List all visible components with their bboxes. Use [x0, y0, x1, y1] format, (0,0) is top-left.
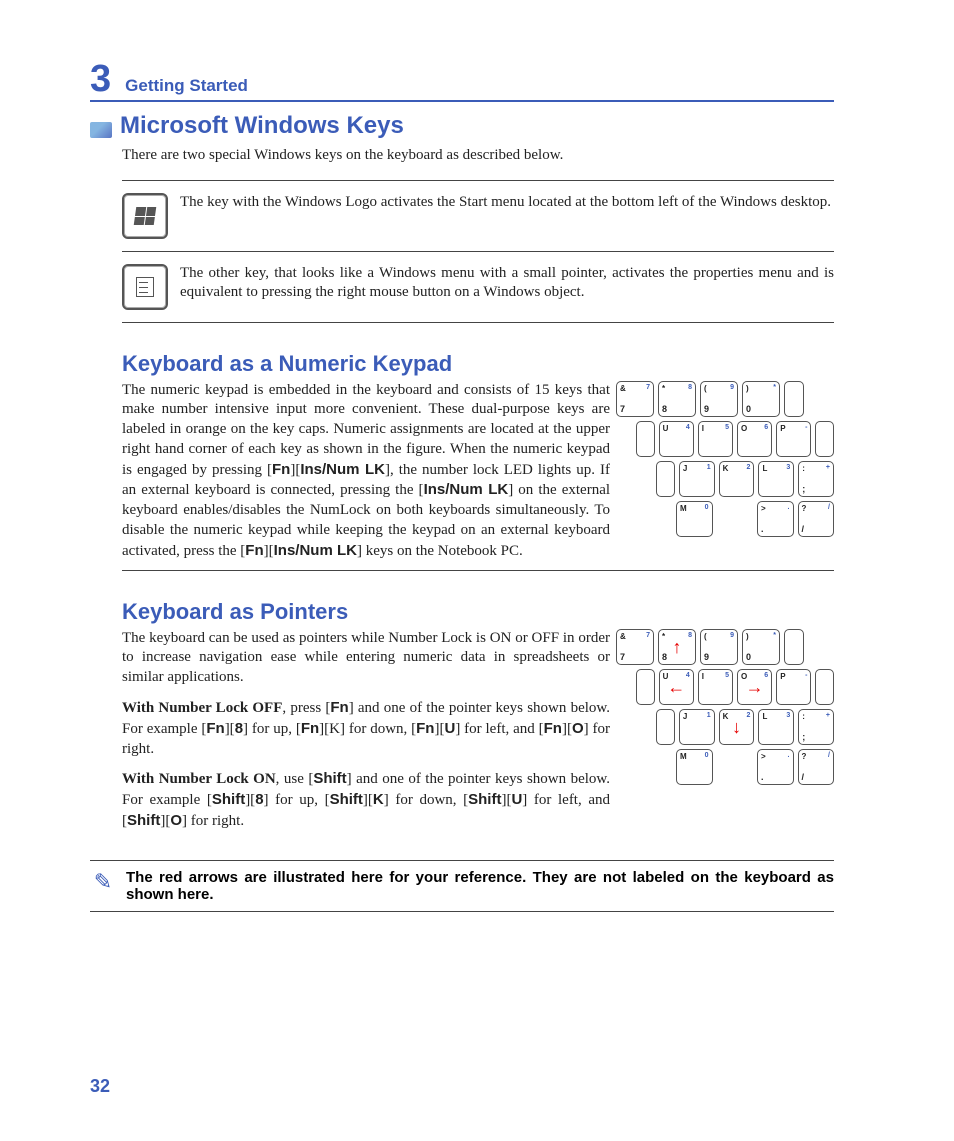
keypad-key: *88 — [658, 381, 696, 417]
keypad-key: ?// — [798, 501, 835, 537]
keypad-key: P- — [776, 669, 811, 705]
menu-key-icon — [122, 264, 168, 310]
keypad-key: J1 — [679, 461, 715, 497]
keypad-key: U4 — [659, 421, 694, 457]
arrow-down-icon: ↓ — [732, 718, 741, 736]
keypad-key: >.. — [757, 501, 794, 537]
menu-key-text: The other key, that looks like a Windows… — [180, 264, 834, 303]
keypad-key: I5 — [698, 421, 733, 457]
keypad-key: U4← — [659, 669, 694, 705]
keypad-key: :;+ — [798, 709, 834, 745]
section-heading-numeric-keypad: Keyboard as a Numeric Keypad — [122, 351, 834, 377]
section2-paragraph: The numeric keypad is embedded in the ke… — [122, 382, 610, 559]
keypad-key: )0* — [742, 629, 780, 665]
keypad-key: *88↑ — [658, 629, 696, 665]
windows-logo-key-text: The key with the Windows Logo activates … — [180, 193, 834, 213]
arrow-right-icon: → — [746, 678, 764, 696]
rule — [122, 180, 834, 181]
page-number: 32 — [90, 1076, 110, 1097]
keypad-key-partial — [815, 421, 834, 457]
section-bullet-icon — [90, 122, 112, 138]
arrow-up-icon: ↑ — [673, 638, 682, 656]
rule — [122, 251, 834, 252]
keypad-key: ?// — [798, 749, 835, 785]
keypad-key-partial — [784, 629, 804, 665]
keypad-key: P- — [776, 421, 811, 457]
section3-text: The keyboard can be used as pointers whi… — [122, 629, 610, 842]
page: 3 Getting Started Microsoft Windows Keys… — [0, 0, 954, 1141]
note-box: ✎ The red arrows are illustrated here fo… — [90, 860, 834, 912]
note-icon: ✎ — [90, 869, 116, 903]
keypad-key-partial — [656, 461, 675, 497]
keypad-key: O6→ — [737, 669, 772, 705]
section-title: Microsoft Windows Keys — [120, 112, 404, 140]
section2-body: The numeric keypad is embedded in the ke… — [122, 381, 834, 562]
keypad-key: M0 — [676, 501, 713, 537]
keypad-key: )0* — [742, 381, 780, 417]
windows-logo-key-row: The key with the Windows Logo activates … — [122, 193, 834, 239]
menu-key-row: The other key, that looks like a Windows… — [122, 264, 834, 310]
section3-p1: The keyboard can be used as pointers whi… — [122, 629, 610, 688]
section3-p2: With Number Lock OFF, press [Fn] and one… — [122, 698, 610, 759]
keypad-key: K2 — [719, 461, 755, 497]
section2-text: The numeric keypad is embedded in the ke… — [122, 381, 610, 562]
section3-p3: With Number Lock ON, use [Shift] and one… — [122, 769, 610, 831]
keypad-key: (99 — [700, 629, 738, 665]
note-text: The red arrows are illustrated here for … — [126, 869, 834, 903]
section1-intro: There are two special Windows keys on th… — [122, 146, 834, 166]
keypad-key: I5 — [698, 669, 733, 705]
keypad-key-partial — [636, 421, 655, 457]
chapter-number: 3 — [90, 60, 111, 98]
keypad-key: >.. — [757, 749, 794, 785]
rule — [122, 322, 834, 323]
keypad-key: O6 — [737, 421, 772, 457]
keypad-key: L3 — [758, 709, 794, 745]
section3-body: The keyboard can be used as pointers whi… — [122, 629, 834, 842]
windows-logo-key-icon — [122, 193, 168, 239]
keypad-figure-pointers: &77*88↑(99)0* U4←I5O6→P- J1K2↓L3:;+ M0 >..?/… — [616, 629, 834, 842]
keypad-key: M0 — [676, 749, 713, 785]
section-heading-windows-keys: Microsoft Windows Keys — [90, 112, 834, 140]
rule — [122, 570, 834, 571]
chapter-title: Getting Started — [125, 76, 248, 96]
keypad-key-partial — [815, 669, 834, 705]
keypad-key: (99 — [700, 381, 738, 417]
keypad-key-partial — [636, 669, 655, 705]
keypad-key: L3 — [758, 461, 794, 497]
keypad-figure-numeric: &77*88(99)0* U4I5O6P- J1K2L3:;+ M0 >..?// — [616, 381, 834, 562]
section-heading-pointers: Keyboard as Pointers — [122, 599, 834, 625]
keypad-key-partial — [656, 709, 675, 745]
keypad-key: &77 — [616, 381, 654, 417]
arrow-left-icon: ← — [667, 678, 685, 696]
keypad-key: &77 — [616, 629, 654, 665]
keypad-key: :;+ — [798, 461, 834, 497]
keypad-key: K2↓ — [719, 709, 755, 745]
keypad-key-partial — [784, 381, 804, 417]
keypad-key: J1 — [679, 709, 715, 745]
chapter-header: 3 Getting Started — [90, 60, 834, 102]
